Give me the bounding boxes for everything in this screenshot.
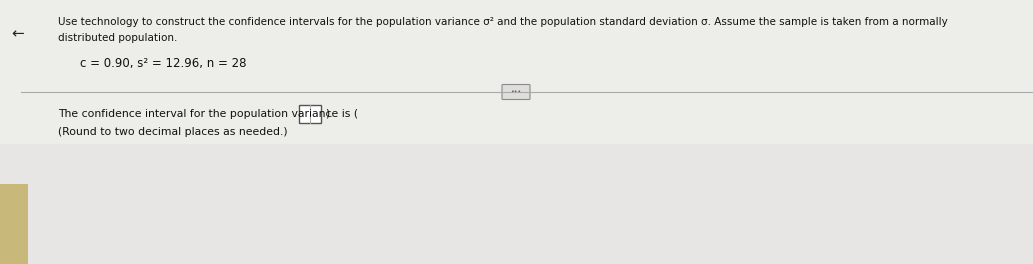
Text: (Round to two decimal places as needed.): (Round to two decimal places as needed.) (58, 127, 287, 137)
Bar (0, 184, 28, 264)
Bar (0, 144, 1033, 264)
FancyBboxPatch shape (502, 84, 530, 100)
Bar (0, 0, 1033, 144)
Text: •••: ••• (510, 89, 522, 95)
Text: The confidence interval for the population variance is (: The confidence interval for the populati… (58, 109, 358, 119)
Text: ).: ). (325, 109, 333, 119)
Bar (300, 105, 321, 123)
Text: ←: ← (11, 26, 25, 41)
Text: distributed population.: distributed population. (58, 33, 178, 43)
Text: Use technology to construct the confidence intervals for the population variance: Use technology to construct the confiden… (58, 17, 947, 27)
Text: c = 0.90, s² = 12.96, n = 28: c = 0.90, s² = 12.96, n = 28 (80, 58, 247, 70)
